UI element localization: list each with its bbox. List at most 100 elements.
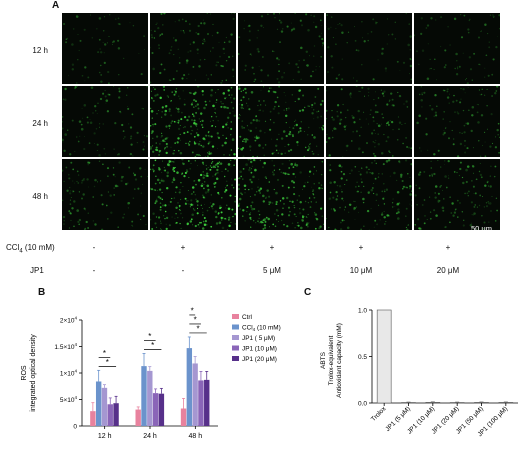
fluorescence-dots (63, 14, 145, 84)
micrograph-r3-c3 (238, 159, 324, 230)
x-tick-label: Trolox (370, 405, 388, 423)
micrograph-r2-c3 (238, 86, 324, 157)
y-axis-title: ROS integrated optical density (21, 334, 37, 412)
fluorescence-dots (326, 13, 412, 82)
y-tick-label: 0.5 (358, 354, 367, 361)
bar (180, 408, 187, 426)
legend-swatch (232, 335, 239, 340)
significance-star: * (103, 349, 106, 358)
y-axis-title-line1: ROS (21, 365, 28, 381)
bar (198, 380, 204, 426)
y-tick-label-base: 0 (73, 424, 77, 431)
significance-star: * (191, 306, 194, 315)
y-tick-label-exponent: 4 (74, 316, 77, 321)
micrograph-r3-c4 (326, 159, 412, 230)
ros-bar-chart: ROS integrated optical density05×1041×104… (21, 306, 281, 440)
bar (186, 348, 193, 426)
ccl4-value-col3: + (269, 243, 275, 252)
fluorescence-dots (238, 86, 324, 157)
micrograph-r1-c2 (150, 13, 236, 84)
x-tick-label: 12 h (98, 433, 112, 440)
bar (425, 402, 441, 404)
y-tick-label: 2×104 (60, 316, 78, 325)
x-tick-label: 24 h (143, 433, 157, 440)
jp1-value-col1: - (92, 266, 96, 275)
legend-swatch (232, 356, 239, 361)
y-tick-label-exponent: 4 (74, 369, 77, 374)
y-axis-title: ABTSTrolox-equivalentAntioxidant capacit… (320, 323, 343, 398)
panel-label-a: A (52, 0, 60, 11)
micrograph-r1-c1 (62, 13, 148, 84)
bar (147, 370, 153, 426)
significance-star: * (148, 332, 151, 341)
fluorescence-dots (150, 86, 236, 157)
bar (376, 309, 392, 404)
significance-star: * (151, 341, 154, 350)
significance-star: * (194, 315, 197, 324)
bar (158, 393, 165, 426)
jp1-value-col5: 20 μM (436, 266, 460, 275)
fluorescence-dots (326, 86, 412, 157)
ccl4-name: CCl (6, 243, 20, 252)
legend-label: JP1 ( 5 μM) (242, 335, 275, 342)
legend-swatch (232, 314, 239, 319)
legend-label-part: CCl (242, 325, 253, 332)
micrograph-r3-c5 (414, 159, 500, 230)
micrograph-r1-c3 (238, 13, 324, 84)
bar (107, 404, 113, 426)
legend-label: JP1 (10 μM) (242, 346, 277, 353)
fluorescence-dots (414, 159, 498, 230)
ccl4-concentration: (10 mM) (24, 243, 55, 252)
fluorescence-dots (238, 13, 324, 84)
y-tick-label: 1.0 (358, 308, 367, 315)
bar (204, 379, 210, 426)
fluorescence-dots (62, 160, 148, 230)
legend-label-part: (10 mM) (255, 325, 281, 332)
y-tick-label: 1.5×104 (54, 342, 77, 351)
y-tick-label-exponent: 4 (74, 395, 77, 400)
y-tick-label: 0 (73, 424, 77, 431)
bar (498, 402, 514, 404)
micrograph-grid (62, 13, 502, 231)
scale-bar-label: 50 μm (471, 224, 492, 233)
significance-star: * (196, 324, 199, 333)
y-tick-label: 5×104 (60, 395, 78, 404)
legend-label-subscript: 4 (253, 327, 256, 332)
row-label-12h: 12 h (32, 46, 48, 55)
significance-star: * (106, 358, 109, 367)
micrograph-r3-c2 (150, 159, 236, 230)
jp1-value-col4: 10 μM (349, 266, 373, 275)
y-axis-title-line2: integrated optical density (30, 334, 37, 412)
legend-swatch (232, 345, 239, 351)
y-tick-label-base: 1.5×10 (54, 344, 74, 351)
ccl4-value-col2: + (180, 243, 186, 252)
fluorescence-dots (238, 159, 324, 230)
abts-bar-chart: ABTSTrolox-equivalentAntioxidant capacit… (320, 308, 518, 438)
micrograph-r2-c2 (150, 86, 236, 157)
y-tick-label: 0.0 (358, 401, 367, 408)
y-tick-label-base: 2×10 (60, 318, 75, 325)
ccl4-value-col5: + (445, 243, 451, 252)
y-tick-label: 1×104 (60, 369, 78, 378)
ccl4-value-col4: + (358, 243, 364, 252)
micrograph-r2-c4 (326, 86, 412, 157)
fluorescence-dots (150, 159, 236, 230)
y-tick-label-base: 5×10 (60, 397, 75, 404)
treatment-jp1-label: JP1 (30, 266, 44, 275)
y-axis-title-line1: ABTS (320, 351, 327, 369)
micrograph-r2-c5 (414, 86, 500, 157)
row-label-48h: 48 h (32, 192, 48, 201)
bar (474, 402, 489, 404)
scale-bar (470, 233, 498, 235)
jp1-value-col2: - (181, 266, 185, 275)
ccl4-value-col1: - (92, 243, 96, 252)
legend-label: JP1 (20 μM) (242, 356, 277, 363)
bar (141, 366, 147, 426)
fluorescence-dots (326, 159, 412, 230)
fluorescence-dots (416, 86, 500, 157)
x-tick-label: 48 h (189, 433, 203, 440)
treatment-ccl4-label: CCl4 (10 mM) (6, 243, 55, 255)
fluorescence-dots (150, 13, 235, 84)
micrograph-r1-c5 (414, 13, 500, 84)
panel-label-c: C (304, 287, 312, 298)
